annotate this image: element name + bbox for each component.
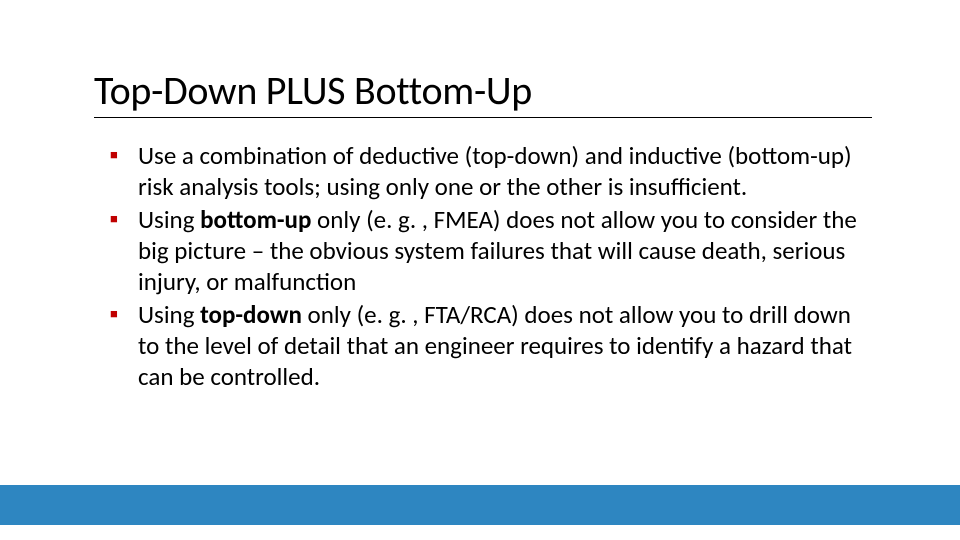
bullet-bold: bottom-up [200,204,311,235]
list-item: Using bottom-up only (e. g. , FMEA) does… [110,204,862,297]
slide: Top-Down PLUS Bottom-Up Use a combinatio… [0,0,960,540]
bullet-text: Use a combination of deductive (top-down… [138,140,852,202]
bullet-text: Using [138,299,200,330]
bullet-text: Using [138,204,200,235]
list-item: Using top-down only (e. g. , FTA/RCA) do… [110,299,862,392]
slide-title: Top-Down PLUS Bottom-Up [94,66,872,118]
footer-accent-bar [0,485,960,525]
list-item: Use a combination of deductive (top-down… [110,140,862,202]
slide-content: Use a combination of deductive (top-down… [88,140,872,392]
bullet-bold: top-down [200,299,302,330]
bullet-list: Use a combination of deductive (top-down… [110,140,862,392]
